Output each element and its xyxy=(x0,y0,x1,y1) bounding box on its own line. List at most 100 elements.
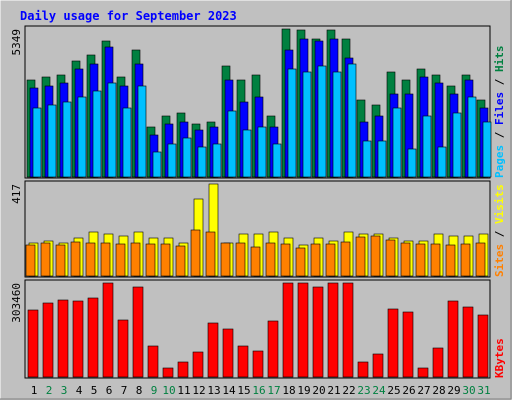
bar-pages-day-1 xyxy=(32,107,42,178)
x-tick-label: 14 xyxy=(222,384,236,397)
bar-kbytes-day-6 xyxy=(102,282,114,378)
x-tick-label: 11 xyxy=(177,384,190,397)
bar-sites-day-29 xyxy=(445,244,456,277)
bar-pages-day-16 xyxy=(257,126,267,178)
bar-sites-day-20 xyxy=(310,243,321,277)
bar-kbytes-day-23 xyxy=(357,361,369,378)
legend-sites: Sites xyxy=(493,244,506,277)
bar-kbytes-day-16 xyxy=(252,350,264,378)
bar-pages-day-20 xyxy=(317,65,327,178)
bar-sites-day-3 xyxy=(55,244,66,277)
legend-middle: Sites / Visits xyxy=(493,184,506,277)
x-tick-label: 30 xyxy=(462,384,475,397)
bar-pages-day-17 xyxy=(272,143,282,178)
bar-sites-day-8 xyxy=(130,242,141,277)
panel-top-border xyxy=(24,25,491,179)
bar-kbytes-day-12 xyxy=(192,351,204,378)
x-tick-label: 20 xyxy=(312,384,325,397)
bar-sites-day-18 xyxy=(280,243,291,277)
bar-sites-day-7 xyxy=(115,243,126,277)
chart-title: Daily usage for September 2023 xyxy=(20,9,237,23)
bar-pages-day-7 xyxy=(122,107,132,178)
bar-kbytes-day-9 xyxy=(147,345,159,378)
x-tick-label: 29 xyxy=(447,384,460,397)
bar-sites-day-17 xyxy=(265,242,276,277)
x-tick-label: 18 xyxy=(282,384,295,397)
x-tick-label: 5 xyxy=(91,384,98,397)
x-tick-label: 26 xyxy=(402,384,415,397)
bar-sites-day-16 xyxy=(250,246,261,277)
bar-pages-day-12 xyxy=(197,146,207,178)
x-tick-label: 27 xyxy=(417,384,430,397)
bar-pages-day-14 xyxy=(227,110,237,178)
legend-top: Pages / Files / Hits xyxy=(493,46,506,179)
bar-pages-day-3 xyxy=(62,101,72,178)
bar-pages-day-29 xyxy=(452,112,462,178)
x-tick-label: 3 xyxy=(61,384,68,397)
bar-pages-day-27 xyxy=(422,115,432,178)
x-tick-label: 6 xyxy=(106,384,113,397)
middle-max-label: 417 xyxy=(10,184,23,204)
bar-sites-day-15 xyxy=(235,242,246,277)
x-tick-label: 23 xyxy=(357,384,370,397)
bar-pages-day-25 xyxy=(392,107,402,178)
x-tick-label: 24 xyxy=(372,384,386,397)
x-tick-label: 1 xyxy=(31,384,38,397)
bar-sites-day-21 xyxy=(325,243,336,277)
bar-sites-day-27 xyxy=(415,243,426,277)
x-tick-label: 22 xyxy=(342,384,355,397)
bar-kbytes-day-5 xyxy=(87,297,99,378)
x-tick-label: 4 xyxy=(76,384,83,397)
bar-kbytes-day-4 xyxy=(72,300,84,378)
bar-sites-day-9 xyxy=(145,243,156,277)
bar-sites-day-12 xyxy=(190,229,201,277)
bar-kbytes-day-19 xyxy=(297,282,309,378)
bar-pages-day-9 xyxy=(152,151,162,178)
bar-kbytes-day-3 xyxy=(57,299,69,378)
x-tick-label: 10 xyxy=(162,384,175,397)
bar-kbytes-day-11 xyxy=(177,361,189,378)
legend-files: Files xyxy=(493,92,506,125)
bar-pages-day-22 xyxy=(347,63,357,178)
bar-kbytes-day-25 xyxy=(387,308,399,378)
x-tick-label: 8 xyxy=(136,384,143,397)
bar-pages-day-6 xyxy=(107,82,117,178)
bar-sites-day-1 xyxy=(25,244,36,277)
x-tick-label: 15 xyxy=(237,384,250,397)
bar-pages-day-15 xyxy=(242,129,252,178)
bar-sites-day-14 xyxy=(220,242,231,277)
bar-kbytes-day-28 xyxy=(432,347,444,378)
bar-pages-day-13 xyxy=(212,143,222,178)
bar-pages-day-31 xyxy=(482,121,492,178)
legend-pages: Pages xyxy=(493,145,506,178)
bar-kbytes-day-30 xyxy=(462,306,474,378)
bar-sites-day-5 xyxy=(85,242,96,277)
bar-sites-day-2 xyxy=(40,242,51,277)
bar-kbytes-day-8 xyxy=(132,286,144,378)
top-max-label: 5349 xyxy=(10,29,23,56)
bar-kbytes-day-17 xyxy=(267,320,279,378)
legend-visits: Visits xyxy=(493,184,506,224)
legend-hits: Hits xyxy=(493,46,506,73)
bar-sites-day-23 xyxy=(355,236,366,277)
bar-sites-day-22 xyxy=(340,241,351,277)
bar-pages-day-23 xyxy=(362,140,372,178)
x-tick-label: 7 xyxy=(121,384,128,397)
legend-kbytes: KBytes xyxy=(493,338,506,378)
bar-kbytes-day-26 xyxy=(402,311,414,378)
x-tick-label: 9 xyxy=(151,384,158,397)
x-tick-label: 2 xyxy=(46,384,53,397)
bar-pages-day-18 xyxy=(287,68,297,178)
panel-middle-border xyxy=(24,180,491,278)
bar-sites-day-13 xyxy=(205,231,216,277)
bar-sites-day-19 xyxy=(295,247,306,277)
bar-pages-day-21 xyxy=(332,71,342,178)
legend-separator: / xyxy=(493,72,506,92)
x-tick-label: 13 xyxy=(207,384,220,397)
x-tick-label: 16 xyxy=(252,384,265,397)
legend-bottom: KBytes xyxy=(493,338,506,378)
bar-kbytes-day-21 xyxy=(327,282,339,378)
x-tick-label: 31 xyxy=(477,384,490,397)
